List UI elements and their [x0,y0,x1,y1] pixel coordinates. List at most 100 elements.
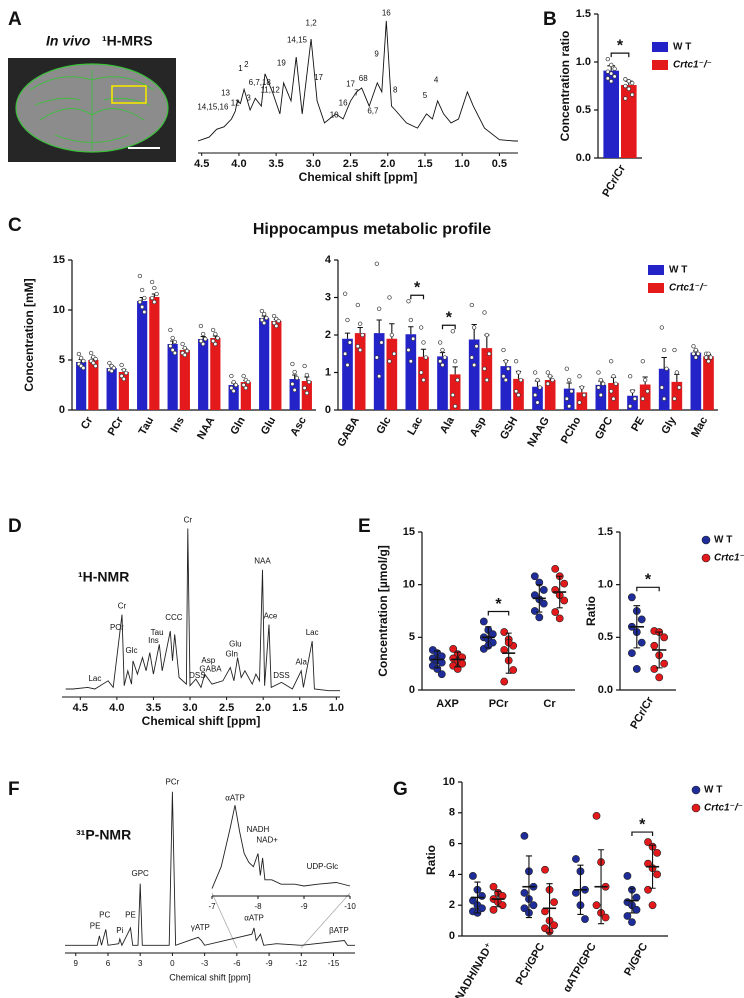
data-point [628,404,633,409]
data-point [142,295,147,301]
significance-bracket [631,831,654,837]
x-tick-label: -9 [300,902,308,911]
data-point [535,613,544,622]
data-point [292,369,297,375]
data-point [440,347,445,353]
bar [210,338,221,410]
data-point [149,295,155,301]
data-point [229,373,234,379]
peak-label: γATP [191,923,210,932]
bar [603,70,619,158]
data-point [355,344,360,349]
data-point [520,832,529,840]
data-point [501,374,506,379]
legend-label: Crtc1⁻/⁻ [704,803,743,814]
data-point [142,309,147,315]
data-point [387,295,392,300]
data-point [259,308,265,314]
y-tick-label: 10 [403,579,415,591]
data-point [628,374,633,379]
bar [373,333,385,410]
data-point [276,318,281,324]
data-point [537,385,542,390]
bar [137,301,148,410]
data-point [626,79,631,84]
x-tick-label: 2.5 [219,702,234,714]
legend-swatch [648,265,664,275]
data-point [343,351,348,356]
data-point [612,74,617,79]
data-point [474,344,479,349]
x-tick-label: 1.5 [292,702,307,714]
data-point [693,355,698,360]
data-point [91,360,96,366]
data-point [535,400,540,405]
y-tick-label: 1.5 [576,8,591,20]
data-point [182,345,188,351]
data-point [609,359,614,364]
title-prefix: In vivo [46,33,91,49]
legend-swatch [701,553,711,563]
data-point [484,332,489,338]
x-tick-label: 2.5 [343,158,358,170]
data-point [548,374,553,379]
data-point [479,617,488,626]
data-point [482,310,487,315]
peak-label: Gln [225,649,237,658]
chart-title: ¹H-NMR [78,569,129,585]
data-point [623,96,628,101]
data-point [655,673,664,682]
panel-label: D [8,516,22,537]
legend-swatch [648,283,664,293]
x-tick-label: -7 [208,902,216,911]
y-axis-label: Ratio [584,596,598,626]
significance-bracket [610,52,630,58]
data-point [581,915,589,923]
data-point [640,396,645,401]
peak-label: 6,7 [367,106,379,115]
data-point [551,564,560,573]
data-point [627,649,636,658]
data-point [294,375,300,381]
spectrum [211,805,351,889]
bar [106,368,117,410]
bar [149,297,160,410]
bar [544,380,556,410]
data-point [659,385,664,390]
data-point [453,359,458,364]
error-bar [452,366,458,375]
error-bar [357,326,363,334]
error-bar [376,319,382,334]
data-point [302,363,307,369]
data-point [550,921,558,930]
x-tick-label: 3.0 [306,158,321,170]
data-point [271,320,277,326]
x-tick-label: 1.0 [455,158,470,170]
data-point [453,404,458,409]
data-point [605,56,610,62]
data-point [81,365,86,371]
peak-label: Cr [184,515,193,524]
data-point [377,374,382,379]
peak-label: 1,2 [306,19,318,28]
error-bar [661,356,667,369]
data-point [111,365,117,371]
data-point [121,376,126,382]
data-point [564,366,569,371]
data-point [498,901,507,910]
data-point [93,363,98,369]
data-point [628,918,636,927]
error-bar [408,326,414,335]
x-tick-label: 2.0 [380,158,395,170]
peak-label: Glu [229,639,241,648]
data-point [662,396,667,401]
panel-label: C [8,215,22,236]
x-tick-label: 6 [106,959,111,968]
y-tick-label: 2 [449,899,455,911]
data-point [516,392,521,398]
legend-label: Crtc1⁻/⁻ [673,60,712,71]
data-point [501,347,506,353]
data-point [213,341,218,347]
y-tick-label: 0.5 [598,631,613,643]
data-point [360,332,365,338]
